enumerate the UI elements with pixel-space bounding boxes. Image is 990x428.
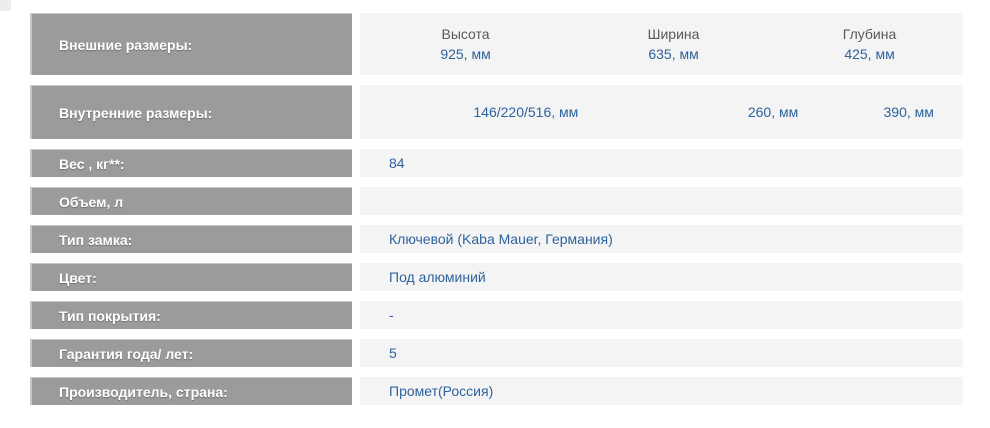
spec-row-warranty: Гарантия года/ лет: 5 xyxy=(30,339,963,367)
row-label: Объем, л xyxy=(30,187,352,215)
dimension-value: 390, мм xyxy=(883,104,934,120)
row-label: Гарантия года/ лет: xyxy=(30,339,352,367)
dimension-value: 146/220/516, мм xyxy=(473,104,579,120)
row-label: Производитель, страна: xyxy=(30,377,352,405)
row-label: Тип замка: xyxy=(30,225,352,253)
spec-row-volume: Объем, л xyxy=(30,187,963,215)
row-label: Вес , кг**: xyxy=(30,149,352,177)
dimension-value: 925, мм xyxy=(440,46,491,62)
row-value: 84 xyxy=(360,149,963,177)
row-value: 5 xyxy=(360,339,963,367)
spec-row-color: Цвет: Под алюминий xyxy=(30,263,963,291)
dimension-header: Ширина xyxy=(647,26,700,42)
spec-row-internal-dimensions: Внутренние размеры: 146/220/516, мм 260,… xyxy=(30,85,963,139)
dimension-value: 260, мм xyxy=(747,104,799,120)
row-value: Ключевой (Kaba Mauer, Германия) xyxy=(360,225,963,253)
spec-table: Внешние размеры: Высота 925, мм Ширина 6… xyxy=(30,13,963,405)
spec-row-coating-type: Тип покрытия: - xyxy=(30,301,963,329)
dimension-value: 635, мм xyxy=(648,46,699,62)
dimension-column-height: Высота 925, мм xyxy=(360,13,571,75)
page-corner-fragment xyxy=(0,0,11,11)
dimension-column-depth: Глубина 425, мм xyxy=(776,13,963,75)
row-value: - xyxy=(360,301,963,329)
spec-row-external-dimensions: Внешние размеры: Высота 925, мм Ширина 6… xyxy=(30,13,963,75)
dimension-column-width: Ширина 635, мм xyxy=(571,13,776,75)
spec-row-weight: Вес , кг**: 84 xyxy=(30,149,963,177)
dimension-header: Высота xyxy=(441,26,490,42)
dimension-value: 425, мм xyxy=(844,46,895,62)
dimension-header: Глубина xyxy=(842,26,897,42)
row-label: Цвет: xyxy=(30,263,352,291)
spec-row-lock-type: Тип замка: Ключевой (Kaba Mauer, Германи… xyxy=(30,225,963,253)
row-value: Промет(Россия) xyxy=(360,377,963,405)
row-value-group: Высота 925, мм Ширина 635, мм Глубина 42… xyxy=(360,13,963,75)
row-value xyxy=(360,187,963,215)
spec-row-manufacturer: Производитель, страна: Промет(Россия) xyxy=(30,377,963,405)
row-label: Тип покрытия: xyxy=(30,301,352,329)
row-value-group: 146/220/516, мм 260, мм 390, мм xyxy=(360,85,963,139)
row-label: Внутренние размеры: xyxy=(30,85,352,139)
row-label: Внешние размеры: xyxy=(30,13,352,75)
row-value: Под алюминий xyxy=(360,263,963,291)
